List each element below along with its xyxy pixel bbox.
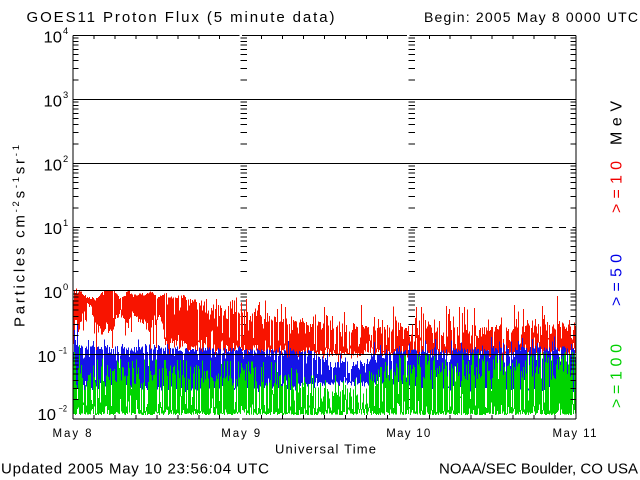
svg-text:10: 10 xyxy=(44,221,63,238)
svg-text:10: 10 xyxy=(44,30,63,47)
svg-text:Begin: 2005 May 8 0000 UTC: Begin: 2005 May 8 0000 UTC xyxy=(424,9,638,25)
svg-text:1: 1 xyxy=(63,218,68,228)
svg-text:4: 4 xyxy=(63,26,68,36)
svg-text:NOAA/SEC Boulder, CO USA: NOAA/SEC Boulder, CO USA xyxy=(439,461,638,478)
svg-text:>=100: >=100 xyxy=(609,344,626,408)
svg-text:May 10: May 10 xyxy=(386,428,430,440)
svg-text:0: 0 xyxy=(63,282,68,292)
svg-text:10: 10 xyxy=(38,349,57,366)
svg-text:May 8: May 8 xyxy=(53,428,92,440)
svg-text:10: 10 xyxy=(44,285,63,302)
svg-text:May 11: May 11 xyxy=(553,428,597,440)
svg-text:Updated 2005 May 10 23:56:04 U: Updated 2005 May 10 23:56:04 UTC xyxy=(1,461,269,478)
svg-text:Universal Time: Universal Time xyxy=(275,442,376,457)
svg-text:10: 10 xyxy=(38,407,57,424)
svg-text:10: 10 xyxy=(44,93,63,110)
svg-text:May 9: May 9 xyxy=(221,428,260,440)
svg-text:−2: −2 xyxy=(59,403,68,413)
svg-text:3: 3 xyxy=(63,90,68,100)
svg-text:GOES11 Proton Flux (5 minute d: GOES11 Proton Flux (5 minute data) xyxy=(27,9,335,26)
svg-text:10: 10 xyxy=(44,157,63,174)
svg-text:−1: −1 xyxy=(59,346,68,356)
svg-text:2: 2 xyxy=(63,154,68,164)
svg-text:Particles cm-2s-1sr-1: Particles cm-2s-1sr-1 xyxy=(11,145,29,327)
svg-text:MeV: MeV xyxy=(609,101,626,145)
